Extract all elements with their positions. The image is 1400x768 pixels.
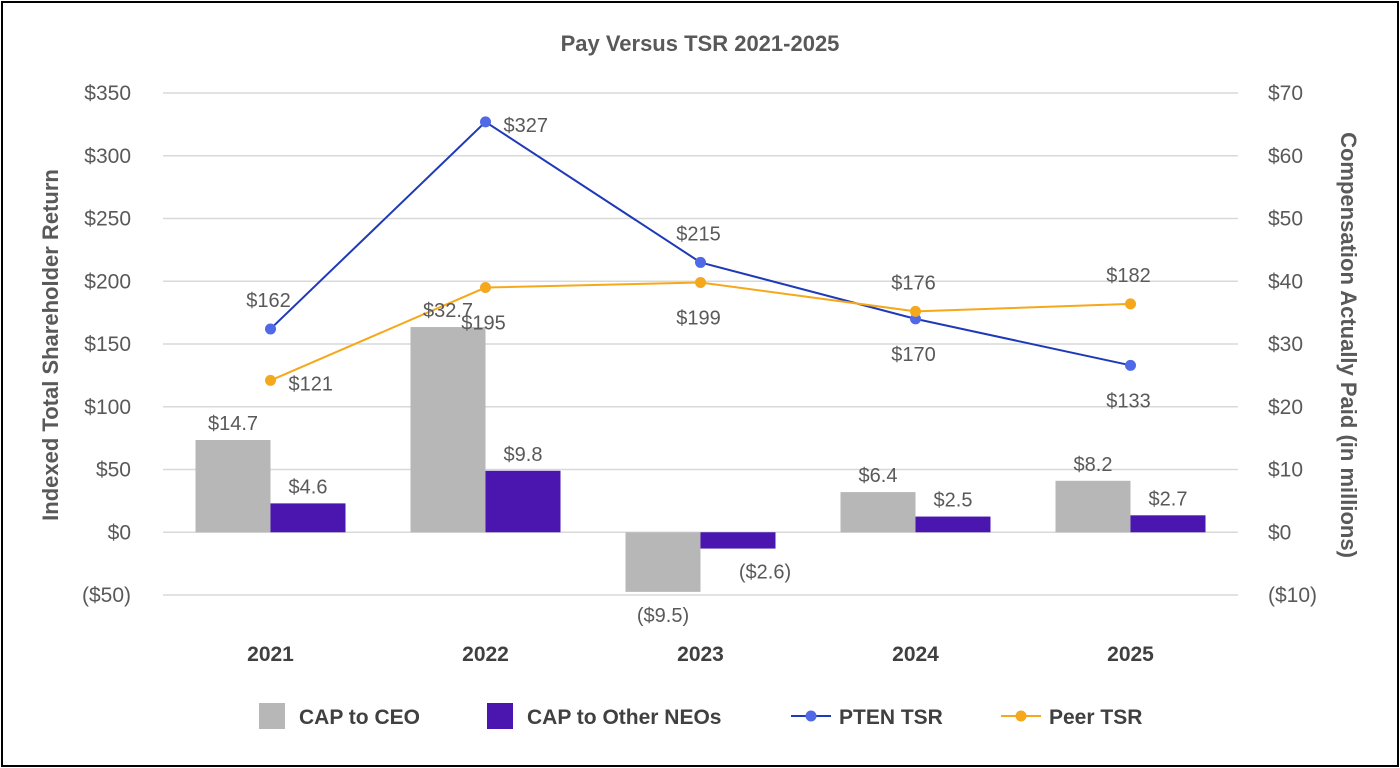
legend-cap-to-other-neos-label: CAP to Other NEOs xyxy=(527,706,721,729)
peer-tsr-point xyxy=(265,374,276,386)
right-axis-tick: $50 xyxy=(1268,208,1303,231)
peer-tsr-point xyxy=(910,305,921,317)
cap-to-ceo-bar xyxy=(840,492,916,533)
peer-tsr-value-label: $121 xyxy=(289,373,334,395)
legend-pten-tsr-swatch-marker xyxy=(805,710,817,722)
cap-to-ceo-bar xyxy=(625,532,701,592)
legend-peer-tsr-swatch-marker xyxy=(1015,710,1027,722)
right-axis-tick: $60 xyxy=(1268,145,1303,168)
left-axis-tick: $150 xyxy=(84,333,131,356)
x-axis-category-label: 2021 xyxy=(247,643,294,666)
x-axis-category-label: 2022 xyxy=(462,643,509,666)
left-axis-tick: $350 xyxy=(84,82,131,105)
legend-cap-to-ceo-swatch xyxy=(259,703,285,729)
peer-tsr-point xyxy=(1125,298,1136,310)
legend: CAP to CEO CAP to Other NEOs PTEN TSR Peer … xyxy=(259,703,1142,729)
right-axis-tick: $30 xyxy=(1268,333,1303,356)
left-axis-tick: ($50) xyxy=(82,584,131,607)
right-axis-tick: $40 xyxy=(1268,270,1303,293)
pten-tsr-point xyxy=(265,323,276,335)
right-axis-tick: $20 xyxy=(1268,396,1303,419)
left-axis-tick: $200 xyxy=(84,270,131,293)
cap-to-ceo-bar xyxy=(195,440,271,533)
pten-tsr-point xyxy=(1125,359,1136,371)
right-axis-tick: $70 xyxy=(1268,82,1303,105)
peer-tsr-point xyxy=(695,277,706,289)
bar-value-label: $32.7 xyxy=(423,300,473,322)
legend-pten-tsr-label: PTEN TSR xyxy=(839,706,943,729)
right-axis-tick: $0 xyxy=(1268,521,1291,544)
bar-value-label: ($9.5) xyxy=(637,605,689,627)
left-axis-tick: $300 xyxy=(84,145,131,168)
pten-tsr-value-label: $170 xyxy=(891,344,936,366)
x-axis-category-label: 2025 xyxy=(1107,643,1154,666)
bar-value-label: $2.7 xyxy=(1149,488,1188,510)
right-axis-tick: ($10) xyxy=(1268,584,1317,607)
legend-cap-to-ceo-label: CAP to CEO xyxy=(299,706,420,729)
pay-versus-tsr-chart: Pay Versus TSR 2021-2025 $14.7 $32.7 ($9.5… xyxy=(38,31,1361,729)
cap-to-ceo-bar xyxy=(1055,480,1131,533)
chart-title: Pay Versus TSR 2021-2025 xyxy=(561,31,840,56)
pten-tsr-value-label: $327 xyxy=(504,115,549,137)
pten-tsr-value-label: $133 xyxy=(1106,390,1151,412)
axes: ($50) ($10) $0 $0 $50 $10 $100 $20 $150 $30 $200 $4… xyxy=(82,82,1317,666)
pten-tsr-point xyxy=(910,313,921,325)
left-axis-label: Indexed Total Shareholder Return xyxy=(38,169,63,521)
tsr-lines xyxy=(265,116,1136,386)
pten-tsr-point xyxy=(480,116,491,128)
bars xyxy=(195,327,1206,592)
left-axis-tick: $100 xyxy=(84,396,131,419)
peer-tsr-line xyxy=(270,281,1131,382)
pten-tsr-value-label: $162 xyxy=(246,290,291,312)
data-labels: $14.7 $32.7 ($9.5) $6.4 $8.2 $4.6 $9.8 ($2.6) $2… xyxy=(208,115,1188,627)
cap-to-other-neos-bar xyxy=(485,470,561,533)
cap-to-other-neos-bar xyxy=(1130,515,1206,533)
bar-value-label: ($2.6) xyxy=(739,562,791,584)
legend-cap-to-other-neos-swatch xyxy=(487,703,513,729)
bar-value-label: $8.2 xyxy=(1074,454,1113,476)
peer-tsr-value-label: $199 xyxy=(676,308,721,330)
bar-value-label: $6.4 xyxy=(859,465,898,487)
bar-value-label: $2.5 xyxy=(934,490,973,512)
left-axis-tick: $50 xyxy=(96,459,131,482)
left-axis-tick: $250 xyxy=(84,208,131,231)
peer-tsr-point xyxy=(480,282,491,294)
peer-tsr-value-label: $182 xyxy=(1106,265,1151,287)
cap-to-other-neos-bar xyxy=(700,532,776,549)
left-axis-tick: $0 xyxy=(108,521,131,544)
cap-to-ceo-bar xyxy=(410,327,486,533)
bar-value-label: $4.6 xyxy=(289,476,328,498)
pten-tsr-point xyxy=(695,256,706,268)
pten-tsr-value-label: $215 xyxy=(676,223,721,245)
right-axis-tick: $10 xyxy=(1268,459,1303,482)
cap-to-other-neos-bar xyxy=(270,503,346,533)
legend-peer-tsr-label: Peer TSR xyxy=(1049,706,1142,729)
x-axis-category-label: 2024 xyxy=(892,643,939,666)
peer-tsr-value-label: $176 xyxy=(891,272,936,294)
bar-value-label: $14.7 xyxy=(208,413,258,435)
bar-value-label: $9.8 xyxy=(504,444,543,466)
peer-tsr-value-label: $195 xyxy=(461,313,506,335)
right-axis-label: Compensation Actually Paid (in millions) xyxy=(1336,132,1361,558)
x-axis-category-label: 2023 xyxy=(677,643,724,666)
cap-to-other-neos-bar xyxy=(915,516,991,533)
